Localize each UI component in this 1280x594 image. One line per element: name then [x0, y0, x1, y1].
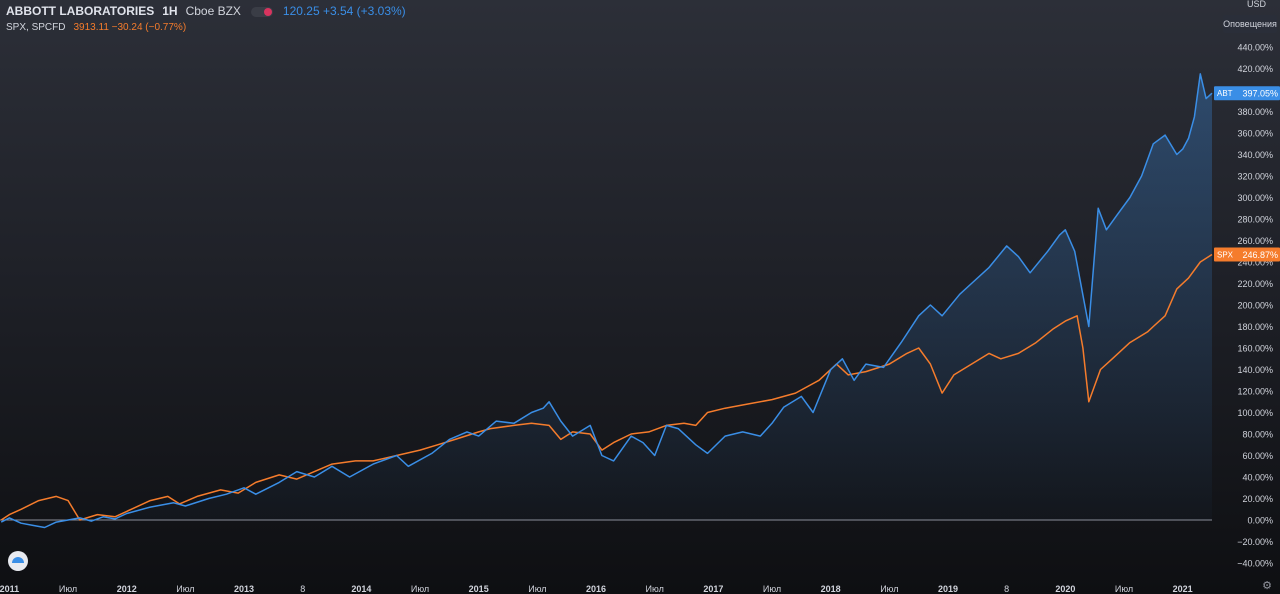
x-tick-label: Июл [528, 584, 546, 594]
x-tick-label: 8 [1004, 584, 1009, 594]
abt-series-line[interactable] [0, 73, 1213, 529]
x-tick-label: 8 [300, 584, 305, 594]
abt-area-fill [1, 73, 1213, 528]
y-tick-label: 340.00% [1237, 150, 1273, 160]
y-tick-label: 180.00% [1237, 322, 1273, 332]
y-tick-label: 100.00% [1237, 408, 1273, 418]
x-tick-label: Июл [880, 584, 898, 594]
main-symbol-name[interactable]: ABBOTT LABORATORIES [6, 4, 155, 18]
y-tick-label: 20.00% [1242, 494, 1273, 504]
y-tick-label: 60.00% [1242, 451, 1273, 461]
y-tick-label: 360.00% [1237, 129, 1273, 139]
y-tick-label: 420.00% [1237, 64, 1273, 74]
y-tick-label: 40.00% [1242, 473, 1273, 483]
x-tick-label: 2018 [821, 584, 841, 594]
abt-last-value-badge: ABT 397.05% [1214, 86, 1280, 101]
x-tick-label: Июл [411, 584, 429, 594]
last-value-label: 246.87% [1242, 250, 1278, 260]
x-tick-label: 2012 [117, 584, 137, 594]
x-tick-label: 2011 [0, 584, 19, 594]
alerts-button[interactable]: Оповещения [1223, 15, 1277, 33]
x-tick-label: Июл [763, 584, 781, 594]
x-tick-label: 2014 [351, 584, 371, 594]
y-tick-label: 0.00% [1247, 516, 1273, 526]
y-tick-label: −20.00% [1237, 537, 1273, 547]
visibility-toggle-icon[interactable] [250, 6, 273, 17]
spx-last-value-badge: SPX 246.87% [1214, 247, 1280, 262]
exchange-label: Cboe BZX [185, 4, 241, 18]
y-tick-label: 240.00% [1237, 258, 1273, 268]
x-tick-label: 2019 [938, 584, 958, 594]
y-tick-label: 280.00% [1237, 215, 1273, 225]
y-tick-label: 200.00% [1237, 301, 1273, 311]
series-name-label: ABT [1217, 89, 1233, 98]
x-tick-label: 2013 [234, 584, 254, 594]
x-tick-label: Июл [176, 584, 194, 594]
y-tick-label: 300.00% [1237, 193, 1273, 203]
y-tick-label: 160.00% [1237, 344, 1273, 354]
spx-series-line[interactable] [0, 253, 1213, 521]
x-tick-label: 2017 [703, 584, 723, 594]
gear-icon[interactable]: ⚙ [1262, 580, 1272, 592]
main-series-legend: ABBOTT LABORATORIES 1H Cboe BZX 120.25 +3.5… [6, 4, 406, 18]
y-tick-label: −40.00% [1237, 559, 1273, 569]
compare-series-values: 3913.11 −30.24 (−0.77%) [73, 22, 187, 33]
y-tick-label: 260.00% [1237, 236, 1273, 246]
y-tick-label: 120.00% [1237, 387, 1273, 397]
series-name-label: SPX [1217, 250, 1234, 259]
x-tick-label: 2016 [586, 584, 606, 594]
x-tick-label: 2015 [469, 584, 489, 594]
interval-label[interactable]: 1H [162, 4, 178, 18]
x-tick-label: Июл [646, 584, 664, 594]
x-tick-label: Июл [59, 584, 77, 594]
x-tick-label: Июл [1115, 584, 1133, 594]
y-tick-label: 320.00% [1237, 172, 1273, 182]
x-tick-label: 2020 [1055, 584, 1075, 594]
currency-label[interactable]: USD [1246, 0, 1266, 9]
y-tick-label: 220.00% [1237, 279, 1273, 289]
y-tick-label: 440.00% [1237, 43, 1273, 53]
y-tick-label: 380.00% [1237, 107, 1273, 117]
x-tick-label: 2021 [1173, 584, 1193, 594]
y-tick-label: 140.00% [1237, 365, 1273, 375]
main-series-values: 120.25 +3.54 (+3.03%) [282, 4, 406, 18]
compare-series-legend: SPX, SPCFD 3913.11 −30.24 (−0.77%) [6, 22, 186, 33]
tradingview-logo-icon[interactable] [8, 551, 28, 571]
last-value-label: 397.05% [1242, 89, 1278, 99]
compare-symbol-name[interactable]: SPX, SPCFD [6, 22, 66, 33]
y-tick-label: 80.00% [1242, 430, 1273, 440]
